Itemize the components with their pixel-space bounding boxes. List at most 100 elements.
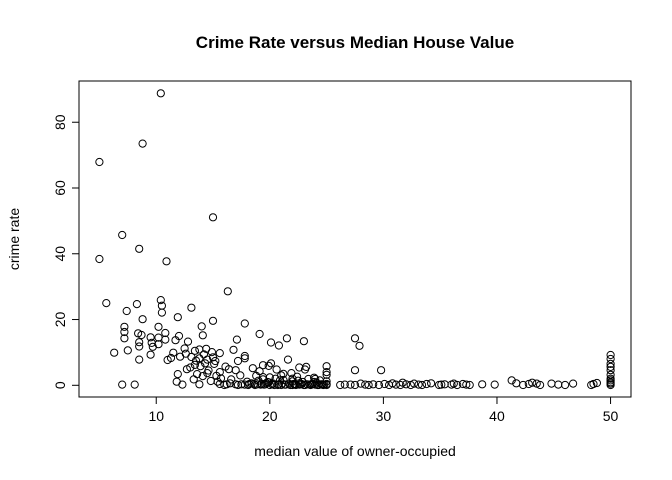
data-point xyxy=(95,157,104,167)
data-point xyxy=(606,354,615,364)
data-point xyxy=(547,379,556,388)
data-point xyxy=(274,341,283,350)
data-point xyxy=(157,308,166,317)
data-point xyxy=(197,322,206,331)
data-point xyxy=(226,379,235,388)
data-point xyxy=(264,361,273,370)
data-point xyxy=(288,374,297,383)
data-point xyxy=(211,356,220,366)
data-point xyxy=(524,379,533,389)
data-point xyxy=(187,303,196,312)
data-point xyxy=(156,89,165,98)
data-points xyxy=(95,89,615,390)
data-point xyxy=(302,362,311,371)
data-point xyxy=(240,351,249,361)
y-tick-label: 40 xyxy=(52,246,68,262)
data-point xyxy=(311,374,320,384)
data-point xyxy=(157,301,166,310)
data-point xyxy=(130,380,139,389)
data-point xyxy=(282,334,291,343)
data-point xyxy=(293,372,302,381)
data-point xyxy=(173,370,182,379)
data-point xyxy=(135,244,144,253)
data-point xyxy=(569,379,578,388)
data-point xyxy=(388,379,397,388)
data-point xyxy=(154,340,163,349)
data-point xyxy=(154,322,163,331)
data-point xyxy=(137,330,146,340)
data-point xyxy=(236,371,245,380)
data-point xyxy=(589,379,598,389)
data-point xyxy=(606,359,615,368)
data-point xyxy=(216,374,226,383)
data-point xyxy=(118,380,127,389)
data-point xyxy=(258,361,268,370)
data-point xyxy=(161,328,170,338)
data-point xyxy=(229,345,238,354)
data-point xyxy=(135,338,144,347)
data-point xyxy=(280,380,289,389)
data-point xyxy=(146,350,155,359)
data-point xyxy=(364,380,373,390)
data-point xyxy=(266,338,276,347)
data-point xyxy=(227,375,236,384)
data-point xyxy=(402,380,411,389)
data-point xyxy=(322,362,331,371)
data-point xyxy=(561,380,570,390)
data-point xyxy=(215,349,224,358)
data-point xyxy=(478,380,487,389)
data-point xyxy=(279,369,288,378)
data-point xyxy=(198,372,207,381)
data-point xyxy=(294,376,303,385)
data-point xyxy=(453,380,462,390)
chart-title: Crime Rate versus Median House Value xyxy=(196,33,514,52)
y-tick-label: 80 xyxy=(52,114,68,130)
data-point xyxy=(120,334,129,343)
data-point xyxy=(519,380,528,390)
data-point xyxy=(122,306,131,316)
data-point xyxy=(606,362,615,371)
data-point xyxy=(320,380,329,389)
data-point xyxy=(427,379,436,388)
data-point xyxy=(606,350,615,360)
data-point xyxy=(118,230,127,240)
data-point xyxy=(231,366,240,375)
y-tick-label: 60 xyxy=(52,180,68,196)
data-point xyxy=(174,331,184,341)
y-axis: 0 20 40 60 80 xyxy=(52,114,80,389)
data-point xyxy=(196,362,205,371)
data-point xyxy=(361,380,370,389)
data-point xyxy=(220,380,229,390)
data-point xyxy=(410,379,419,388)
data-point xyxy=(102,299,111,308)
data-point xyxy=(369,380,378,389)
data-point xyxy=(356,379,365,388)
data-point xyxy=(554,380,563,389)
data-point xyxy=(223,287,232,296)
data-point xyxy=(233,356,243,366)
data-point xyxy=(178,380,187,389)
data-point xyxy=(173,313,182,322)
data-point xyxy=(355,341,364,350)
data-point xyxy=(169,348,178,357)
data-point xyxy=(606,380,615,390)
data-point xyxy=(266,359,276,368)
data-point xyxy=(291,380,300,390)
data-point xyxy=(322,370,331,379)
data-point xyxy=(422,379,431,389)
data-point xyxy=(166,353,176,363)
data-point xyxy=(208,213,218,222)
data-point xyxy=(380,379,389,389)
data-point xyxy=(417,380,427,390)
data-point xyxy=(138,315,147,324)
y-axis-label: crime rate xyxy=(6,208,22,270)
data-point xyxy=(265,373,274,382)
y-tick-label: 0 xyxy=(52,381,68,389)
data-point xyxy=(256,380,265,389)
data-point xyxy=(180,344,189,353)
data-point xyxy=(606,366,615,375)
data-point xyxy=(208,316,218,325)
data-point xyxy=(162,257,171,266)
data-point xyxy=(232,335,241,344)
